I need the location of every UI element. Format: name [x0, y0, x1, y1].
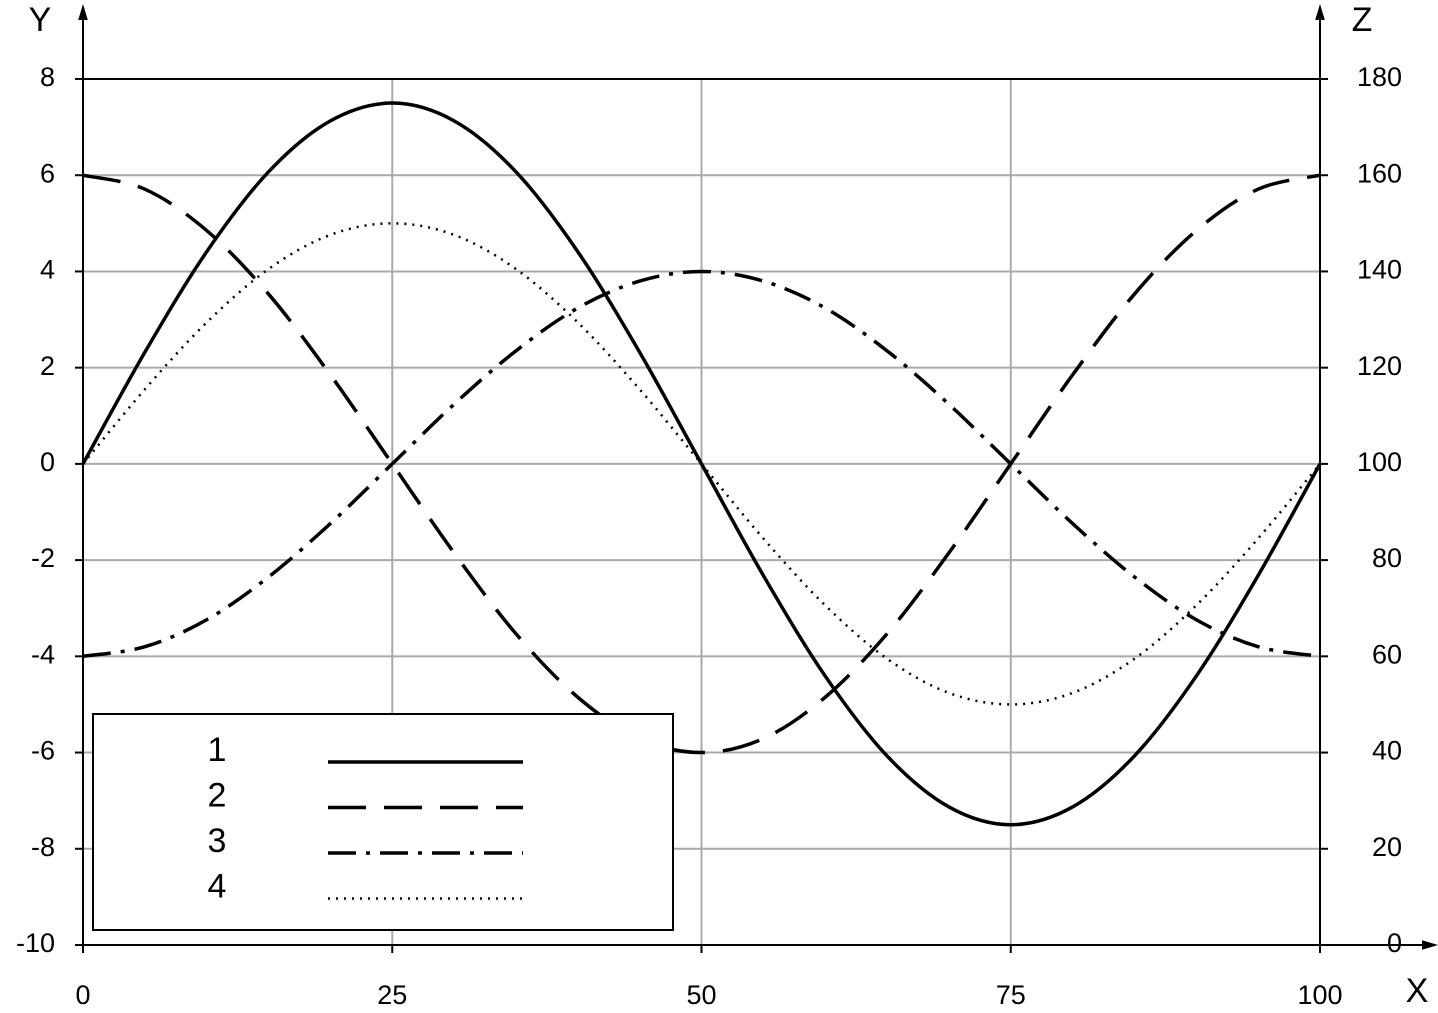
series-line [81, 101, 1322, 827]
y-tick-label: 4 [40, 255, 55, 285]
y2-tick-label: 40 [1372, 736, 1402, 766]
y2-tick-label: 100 [1357, 447, 1402, 477]
y-tick-label: 6 [40, 158, 55, 188]
y-tick-label: -8 [31, 832, 55, 862]
x-axis-label: X [1406, 972, 1429, 1010]
series-line [82, 269, 1321, 659]
y-tick-label: -10 [16, 928, 55, 958]
series-line [82, 222, 1321, 706]
y-tick-label: 8 [40, 62, 55, 92]
x-tick-label: 25 [377, 980, 407, 1010]
y2-tick-label: 0 [1387, 928, 1402, 958]
legend-label: 2 [208, 776, 227, 814]
y-axis-label: Y [29, 1, 52, 39]
legend: 1 2 3 4 [92, 713, 674, 931]
y2-axis-label: Z [1352, 1, 1373, 39]
y2-tick-label: 80 [1372, 543, 1402, 573]
x-tick-label: 75 [996, 980, 1026, 1010]
legend-label: 1 [208, 731, 227, 769]
y-tick-label: 2 [40, 351, 55, 381]
series-line [82, 173, 1321, 755]
y-tick-label: -6 [31, 736, 55, 766]
legend-label: 4 [208, 867, 227, 905]
y-tick-label: -4 [31, 639, 55, 669]
y2-tick-label: 120 [1357, 351, 1402, 381]
y2-tick-label: 140 [1357, 255, 1402, 285]
x-tick-label: 0 [75, 980, 90, 1010]
y-tick-label: -2 [31, 543, 55, 573]
y2-tick-label: 20 [1372, 832, 1402, 862]
y2-tick-label: 180 [1357, 62, 1402, 92]
y2-tick-label: 60 [1372, 639, 1402, 669]
y-tick-label: 0 [40, 447, 55, 477]
x-tick-label: 100 [1297, 980, 1342, 1010]
legend-label: 3 [208, 822, 227, 860]
y2-tick-label: 160 [1357, 158, 1402, 188]
x-tick-label: 50 [686, 980, 716, 1010]
legend-box [92, 713, 674, 931]
